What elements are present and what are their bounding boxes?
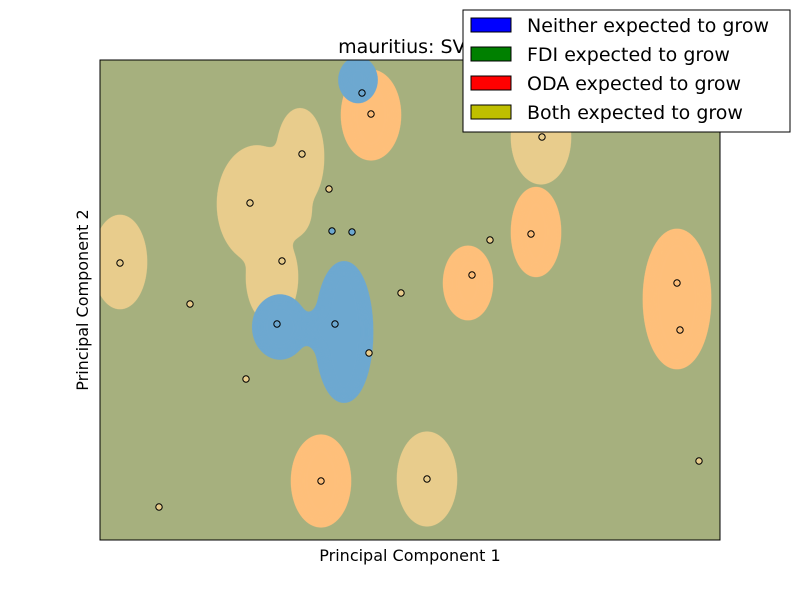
region-both-12 xyxy=(219,147,295,261)
data-point-16 xyxy=(676,326,684,334)
legend-swatch-1 xyxy=(470,46,512,62)
region-oda-7 xyxy=(645,230,709,368)
data-point-22 xyxy=(317,477,325,485)
data-point-20 xyxy=(242,375,250,383)
legend: Neither expected to grow FDI expected to … xyxy=(462,9,791,133)
data-point-14 xyxy=(538,133,546,141)
region-neither-0 xyxy=(340,60,376,102)
data-point-11 xyxy=(468,271,476,279)
data-point-13 xyxy=(527,230,535,238)
legend-label-2: ODA expected to grow xyxy=(527,73,741,95)
decision-regions-neither xyxy=(254,60,376,402)
data-point-23 xyxy=(423,475,431,483)
region-neither-2 xyxy=(254,296,306,358)
data-point-10 xyxy=(397,289,405,297)
data-points xyxy=(116,89,703,511)
data-point-6 xyxy=(348,228,356,236)
data-point-15 xyxy=(673,279,681,287)
data-point-18 xyxy=(331,320,339,328)
plot-frame xyxy=(99,59,721,541)
data-point-19 xyxy=(365,349,373,357)
data-point-17 xyxy=(273,320,281,328)
legend-label-1: FDI expected to grow xyxy=(527,44,730,66)
region-oda-5 xyxy=(445,247,491,319)
data-point-0 xyxy=(358,89,366,97)
legend-swatch-2 xyxy=(470,75,512,91)
data-point-5 xyxy=(328,227,336,235)
chart-title: mauritius: SVM xyxy=(338,36,482,58)
data-point-4 xyxy=(246,199,254,207)
x-axis-label: Principal Component 1 xyxy=(319,546,500,565)
legend-label-3: Both expected to grow xyxy=(527,102,743,124)
legend-swatch-0 xyxy=(470,17,512,33)
legend-box xyxy=(462,9,791,133)
region-oda-6 xyxy=(513,188,559,276)
region-both-15 xyxy=(270,182,310,238)
data-point-1 xyxy=(367,110,375,118)
data-point-7 xyxy=(278,257,286,265)
data-point-12 xyxy=(486,236,494,244)
data-point-21 xyxy=(695,457,703,465)
data-point-3 xyxy=(325,185,333,193)
region-neither-3 xyxy=(306,308,350,352)
data-point-9 xyxy=(186,300,194,308)
legend-label-0: Neither expected to grow xyxy=(527,15,769,37)
data-point-2 xyxy=(298,150,306,158)
y-axis-label: Principal Component 2 xyxy=(73,209,92,390)
data-point-8 xyxy=(116,259,124,267)
data-point-24 xyxy=(155,503,163,511)
legend-swatch-3 xyxy=(470,104,512,120)
